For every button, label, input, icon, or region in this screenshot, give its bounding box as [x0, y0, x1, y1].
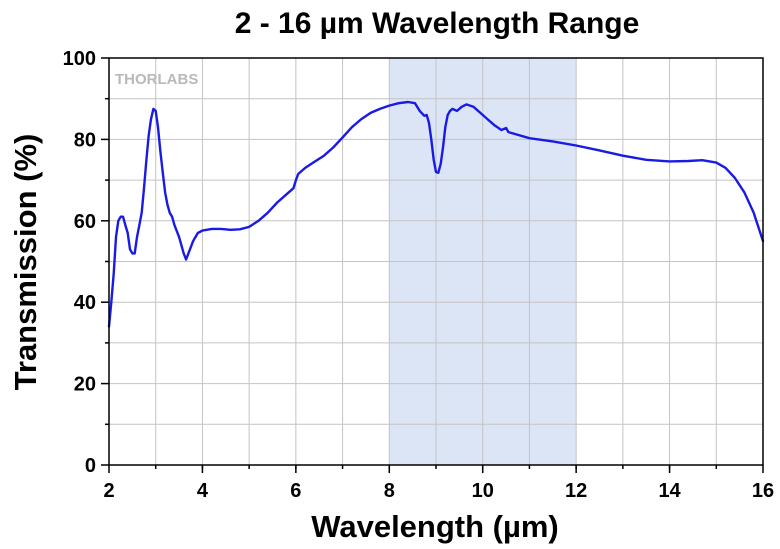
- y-tick-label: 0: [85, 455, 96, 477]
- x-tick-label: 2: [103, 480, 114, 502]
- x-tick-label: 14: [658, 480, 681, 502]
- chart-title: 2 - 16 µm Wavelength Range: [235, 7, 640, 40]
- x-tick-label: 12: [565, 480, 587, 502]
- y-axis-label: Transmission (%): [8, 134, 43, 391]
- grid-lines: [109, 58, 763, 465]
- series-group: [107, 100, 765, 328]
- y-tick-label: 20: [74, 374, 96, 396]
- thorlabs-watermark: THORLABS: [115, 71, 198, 88]
- y-axis-ticks: 0 20 40 60 80 100: [63, 48, 109, 477]
- x-tick-label: 4: [197, 480, 209, 502]
- y-tick-label: 60: [74, 211, 96, 233]
- y-tick-label: 80: [74, 129, 96, 151]
- x-axis-ticks: 2 4 6 8 10 12 14 16: [103, 465, 774, 502]
- x-tick-label: 16: [752, 480, 774, 502]
- series-line-1: [107, 100, 765, 328]
- y-tick-label: 40: [74, 292, 96, 314]
- x-tick-label: 6: [290, 480, 301, 502]
- x-tick-label: 10: [472, 480, 494, 502]
- y-tick-label: 100: [63, 48, 96, 70]
- x-tick-label: 8: [384, 480, 395, 502]
- x-axis-label: Wavelength (µm): [311, 509, 559, 544]
